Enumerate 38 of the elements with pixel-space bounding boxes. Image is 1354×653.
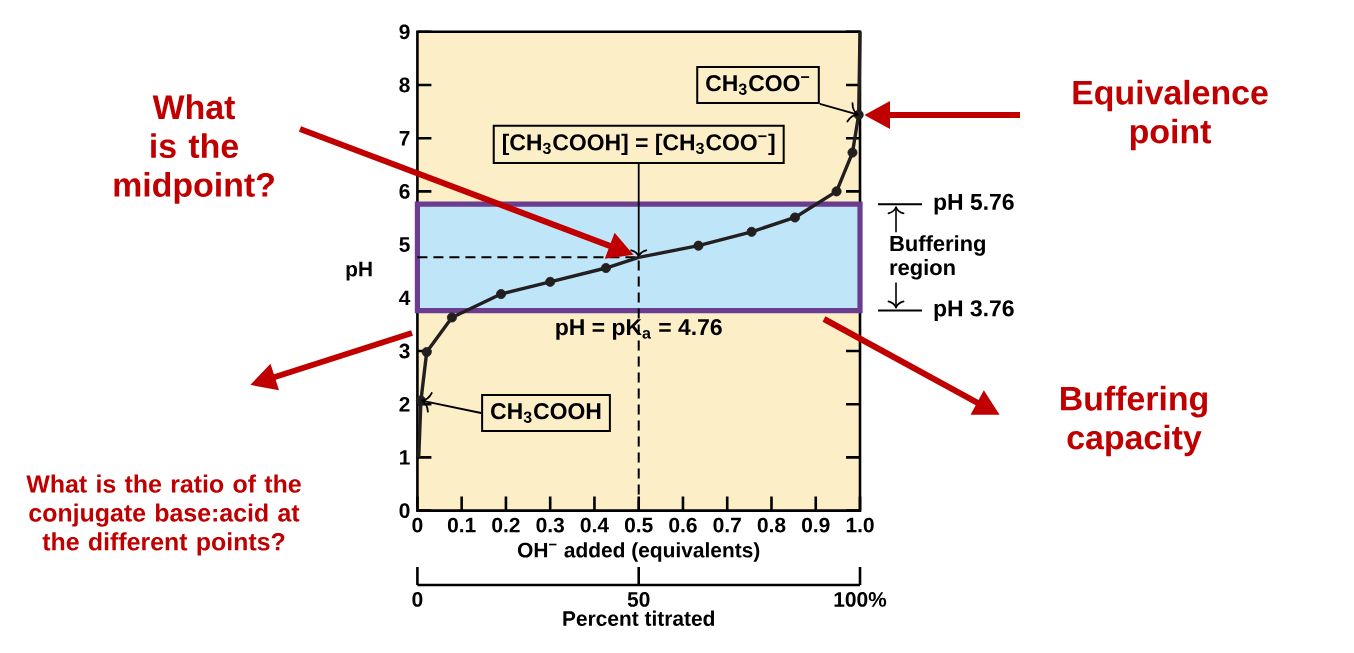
x2-tick-label: 0 — [412, 592, 423, 607]
y-tick-label: 7 — [399, 131, 410, 146]
x2-tick-label: 100% — [834, 592, 887, 607]
y-tick-label: 4 — [399, 290, 411, 305]
annotation: CH$_{3}$COO$^{−}$ — [706, 75, 810, 95]
y-tick-label: 9 — [399, 24, 410, 40]
band-label: Buffering region — [890, 235, 985, 280]
text: pH 3.76 — [934, 300, 1014, 321]
x-tick-label: 1.0 — [846, 517, 874, 533]
y-tick-label: 5 — [399, 237, 410, 252]
x-tick-label: 0.1 — [447, 517, 476, 533]
x-tick-label: 0.4 — [580, 517, 609, 533]
ref-line-label: pH = pK$_{a}$ = 4.76 — [556, 319, 722, 340]
text: Equivalence point — [1073, 79, 1268, 151]
y-tick-label: 8 — [399, 77, 410, 93]
x-tick-label: 0.2 — [492, 517, 520, 533]
y-tick-label: 6 — [399, 184, 410, 199]
y-tick-label: 2 — [399, 396, 410, 412]
x-tick-label: 0.3 — [536, 517, 564, 533]
y-tick-label: 1 — [400, 450, 410, 465]
y-tick-label: 3 — [399, 343, 410, 359]
annotation: CH$_{3}$COOH — [491, 403, 601, 423]
y-axis-title: pH — [346, 261, 372, 281]
x-tick-label: 0.8 — [757, 517, 786, 533]
text: What is the ratio of the conjugate base:acid at the different points? — [26, 474, 301, 556]
x-tick-label: 0.7 — [713, 517, 741, 533]
x-tick-label: 0.9 — [802, 517, 830, 533]
x-tick-label: 0.5 — [624, 517, 653, 533]
x-tick-label: 0.6 — [669, 517, 697, 533]
x-tick-label: 0 — [412, 517, 423, 533]
x-axis-title: OH$^{−}$ added (equivalents) — [517, 542, 760, 562]
text: pH 5.76 — [934, 193, 1014, 215]
ref-line-label: [CH$_{3}$COOH] = [CH$_{3}$COO$^{−}$] — [503, 133, 775, 156]
text: What is the midpoint? — [114, 94, 274, 204]
x2-tick-label: 50 — [627, 592, 650, 607]
x2-axis-title: Percent titrated — [563, 610, 715, 626]
y-tick-label: 0 — [399, 503, 410, 519]
text: Buffering capacity — [1061, 385, 1208, 457]
